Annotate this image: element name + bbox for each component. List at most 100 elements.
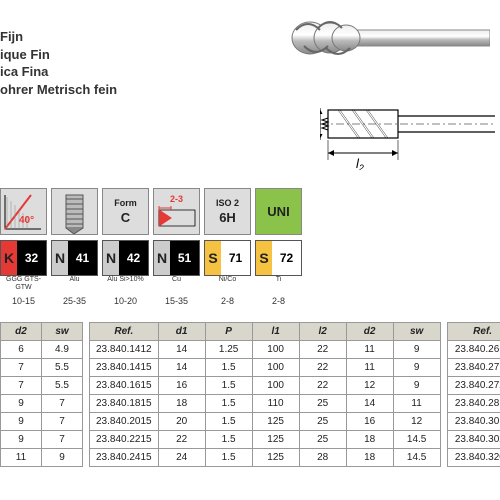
cell: 18 <box>158 395 205 413</box>
table-row: 75.5 <box>1 377 83 395</box>
cell: 9 <box>393 359 440 377</box>
cell: 23.840.2720 <box>447 377 500 395</box>
tables-row: d2sw64.975.575.5979797119 Ref.d1Pl1l2d2s… <box>0 322 500 467</box>
table-row: 23.840.2015201.5125251612 <box>90 413 441 431</box>
cell: 23.840.2615 <box>447 341 500 359</box>
cell: 20 <box>158 413 205 431</box>
cell: 11 <box>346 359 393 377</box>
title-line: Fijn <box>0 28 117 46</box>
prop-tile: UNI <box>255 188 302 235</box>
cell: 23.840.1815 <box>90 395 159 413</box>
cell: 100 <box>252 341 299 359</box>
table-row: 23.840.2815 <box>447 395 500 413</box>
cell: 16 <box>158 377 205 395</box>
cell: 11 <box>346 341 393 359</box>
col-header: sw <box>393 323 440 341</box>
property-band: 40° FormC2-3ISO 26HUNI <box>0 188 302 235</box>
cell: 23.840.2415 <box>90 449 159 467</box>
cell: 23.840.1615 <box>90 377 159 395</box>
material-ranges: 10-1525-3510-2015-352-82-8 <box>0 296 302 306</box>
col-header: d1 <box>158 323 205 341</box>
cell: 23.840.1415 <box>90 359 159 377</box>
l2-label: l2 <box>356 156 364 170</box>
material-range: 10-15 <box>0 296 47 306</box>
prop-tile: 2-3 <box>153 188 200 235</box>
cell: 24 <box>158 449 205 467</box>
material-range: 2-8 <box>204 296 251 306</box>
cell: 9 <box>393 377 440 395</box>
table-row: 97 <box>1 395 83 413</box>
prop-tile: ISO 26H <box>204 188 251 235</box>
col-header: d2 <box>346 323 393 341</box>
cell: 23.840.3020 <box>447 431 500 449</box>
table-row: 23.840.3200 <box>447 449 500 467</box>
table-row: 23.840.3015 <box>447 413 500 431</box>
cell: 9 <box>1 413 42 431</box>
material-tile: K32 <box>0 240 47 276</box>
cell: 9 <box>1 431 42 449</box>
table-row: 64.9 <box>1 341 83 359</box>
material-band: K32N41N42N51S71S72 <box>0 240 302 276</box>
prop-tile: FormC <box>102 188 149 235</box>
table-row: 23.840.1412141.2510022119 <box>90 341 441 359</box>
cell: 100 <box>252 377 299 395</box>
cell: 1.5 <box>205 413 252 431</box>
cell: 100 <box>252 359 299 377</box>
cell: 16 <box>346 413 393 431</box>
table-row: 23.840.3020 <box>447 431 500 449</box>
table-row: 23.840.1615161.510022129 <box>90 377 441 395</box>
material-tile: N51 <box>153 240 200 276</box>
material-sub: Alu Si>10% <box>102 276 149 291</box>
title-block: Fijn ique Fin ica Fina ohrer Metrisch fe… <box>0 28 117 98</box>
cell: 23.840.2015 <box>90 413 159 431</box>
cell: 7 <box>42 431 83 449</box>
cell: 125 <box>252 413 299 431</box>
cell: 7 <box>42 413 83 431</box>
cell: 28 <box>299 449 346 467</box>
table-row: 23.840.2715 <box>447 359 500 377</box>
cell: 25 <box>299 431 346 449</box>
cell: 6 <box>1 341 42 359</box>
cell: 22 <box>299 359 346 377</box>
title-line: ique Fin <box>0 46 117 64</box>
material-sub: Cu <box>153 276 200 291</box>
table-ref: Ref.23.840.261523.840.271523.840.272023.… <box>447 322 500 467</box>
cell: 22 <box>299 341 346 359</box>
col-header: sw <box>42 323 83 341</box>
material-range: 10-20 <box>102 296 149 306</box>
svg-text:40°: 40° <box>19 215 34 226</box>
material-sub: Alu <box>51 276 98 291</box>
cell: 11 <box>1 449 42 467</box>
cell: 9 <box>42 449 83 467</box>
tech-diagram: d1 l2 <box>320 90 495 170</box>
cell: 22 <box>158 431 205 449</box>
prop-tile <box>51 188 98 235</box>
cell: 9 <box>393 341 440 359</box>
cell: 125 <box>252 449 299 467</box>
col-header: Ref. <box>90 323 159 341</box>
material-range: 25-35 <box>51 296 98 306</box>
cell: 18 <box>346 431 393 449</box>
table-row: 23.840.2415241.5125281814.5 <box>90 449 441 467</box>
cell: 5.5 <box>42 377 83 395</box>
cell: 1.5 <box>205 395 252 413</box>
cell: 110 <box>252 395 299 413</box>
material-sub: GGG GTS-GTW <box>0 276 47 291</box>
table-row: 23.840.2215221.5125251814.5 <box>90 431 441 449</box>
material-tile: N42 <box>102 240 149 276</box>
table-row: 119 <box>1 449 83 467</box>
material-range: 15-35 <box>153 296 200 306</box>
title-line: ohrer Metrisch fein <box>0 81 117 99</box>
cell: 4.9 <box>42 341 83 359</box>
col-header: l1 <box>252 323 299 341</box>
col-header: l2 <box>299 323 346 341</box>
table-row: 75.5 <box>1 359 83 377</box>
cell: 23.840.3200 <box>447 449 500 467</box>
cell: 12 <box>346 377 393 395</box>
cell: 23.840.3015 <box>447 413 500 431</box>
cell: 7 <box>42 395 83 413</box>
material-tile: S71 <box>204 240 251 276</box>
cell: 1.5 <box>205 359 252 377</box>
prop-tile: 40° <box>0 188 47 235</box>
cell: 125 <box>252 431 299 449</box>
